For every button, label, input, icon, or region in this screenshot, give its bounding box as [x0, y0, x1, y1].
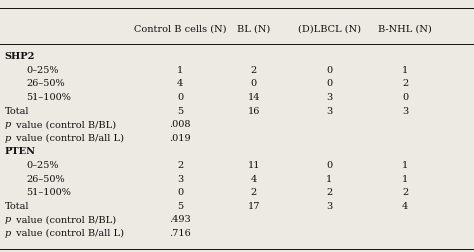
- Text: 5: 5: [177, 107, 183, 116]
- Text: 0: 0: [327, 66, 332, 75]
- Text: 1: 1: [326, 175, 333, 183]
- Text: BL (N): BL (N): [237, 24, 270, 34]
- Text: 14: 14: [247, 93, 260, 102]
- Text: 3: 3: [402, 107, 409, 116]
- Text: p: p: [5, 120, 11, 129]
- Text: Total: Total: [5, 107, 29, 116]
- Text: 2: 2: [250, 66, 257, 75]
- Text: 0: 0: [327, 79, 332, 88]
- Text: PTEN: PTEN: [5, 147, 36, 156]
- Text: 2: 2: [250, 188, 257, 197]
- Text: 26–50%: 26–50%: [26, 175, 64, 183]
- Text: 0–25%: 0–25%: [26, 161, 59, 170]
- Text: 5: 5: [177, 202, 183, 211]
- Text: 0–25%: 0–25%: [26, 66, 59, 75]
- Text: 3: 3: [326, 202, 333, 211]
- Text: .019: .019: [169, 134, 191, 143]
- Text: 2: 2: [177, 161, 183, 170]
- Text: 16: 16: [247, 107, 260, 116]
- Text: 51–100%: 51–100%: [26, 188, 71, 197]
- Text: 0: 0: [327, 161, 332, 170]
- Text: 3: 3: [326, 93, 333, 102]
- Text: SHP2: SHP2: [5, 52, 35, 61]
- Text: 17: 17: [247, 202, 260, 211]
- Text: 0: 0: [177, 188, 183, 197]
- Text: 4: 4: [402, 202, 409, 211]
- Text: p: p: [5, 229, 11, 238]
- Text: value (control B/all L): value (control B/all L): [13, 134, 124, 143]
- Text: .716: .716: [169, 229, 191, 238]
- Text: 2: 2: [326, 188, 333, 197]
- Text: 1: 1: [402, 66, 409, 75]
- Text: B-NHL (N): B-NHL (N): [378, 24, 432, 34]
- Text: p: p: [5, 215, 11, 224]
- Text: p: p: [5, 134, 11, 143]
- Text: Total: Total: [5, 202, 29, 211]
- Text: 26–50%: 26–50%: [26, 79, 64, 88]
- Text: 4: 4: [177, 79, 183, 88]
- Text: 3: 3: [326, 107, 333, 116]
- Text: 11: 11: [247, 161, 260, 170]
- Text: 2: 2: [402, 188, 409, 197]
- Text: 2: 2: [402, 79, 409, 88]
- Text: 0: 0: [251, 79, 256, 88]
- Text: 0: 0: [402, 93, 408, 102]
- Text: 1: 1: [402, 175, 409, 183]
- Text: value (control B/BL): value (control B/BL): [13, 215, 117, 224]
- Text: value (control B/all L): value (control B/all L): [13, 229, 124, 238]
- Text: 1: 1: [177, 66, 183, 75]
- Text: 4: 4: [250, 175, 257, 183]
- Text: 1: 1: [402, 161, 409, 170]
- Text: Control B cells (N): Control B cells (N): [134, 24, 227, 34]
- Text: .493: .493: [169, 215, 191, 224]
- Text: (D)LBCL (N): (D)LBCL (N): [298, 24, 361, 34]
- Text: value (control B/BL): value (control B/BL): [13, 120, 117, 129]
- Text: .008: .008: [169, 120, 191, 129]
- Text: 51–100%: 51–100%: [26, 93, 71, 102]
- Text: 0: 0: [177, 93, 183, 102]
- Text: 3: 3: [177, 175, 183, 183]
